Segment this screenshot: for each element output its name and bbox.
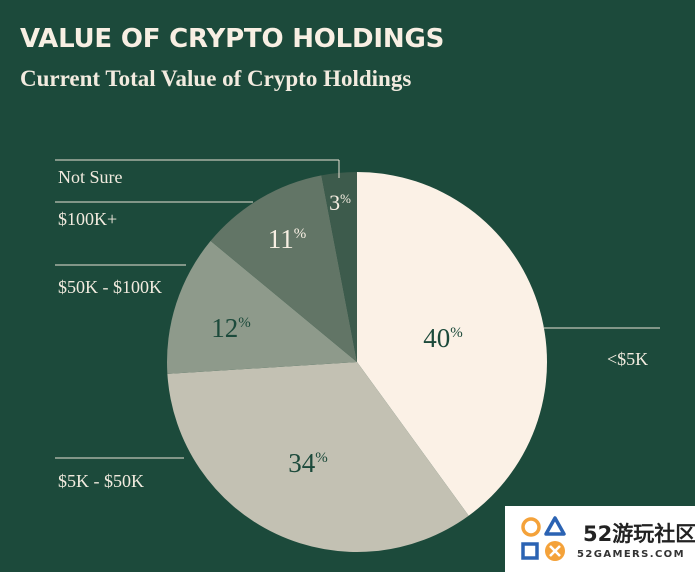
watermark-logo: 52游玩社区 52GAMERS.COM (505, 506, 695, 572)
slice-category-label: $100K+ (58, 209, 117, 229)
watermark-text-cn: 52游玩社区 (583, 522, 695, 546)
slice-category-label: $5K - $50K (58, 471, 144, 491)
watermark-icon (521, 516, 566, 561)
watermark-text-en: 52GAMERS.COM (577, 549, 685, 560)
pie-slice (210, 175, 357, 362)
slice-percent-label: 11% (268, 224, 307, 254)
pie-slice (167, 362, 469, 553)
chart-subtitle: Current Total Value of Crypto Holdings (20, 66, 412, 91)
slice-percent-label: 40% (423, 323, 463, 353)
slice-percent-label: 12% (211, 313, 251, 343)
slice-category-label: <$5K (607, 349, 648, 369)
pie-slice (357, 172, 548, 516)
pie-slice (321, 172, 357, 362)
slice-percent-label: 34% (288, 448, 328, 478)
chart-title: VALUE OF CRYPTO HOLDINGS (20, 24, 445, 54)
pie-slice (167, 240, 357, 374)
slice-percent-label: 3% (329, 190, 351, 215)
slice-category-label: Not Sure (58, 167, 123, 187)
slice-category-label: $50K - $100K (58, 277, 162, 297)
